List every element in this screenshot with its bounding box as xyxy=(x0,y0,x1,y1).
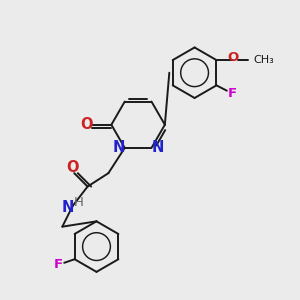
Text: O: O xyxy=(67,160,79,175)
Text: O: O xyxy=(80,117,93,132)
Text: F: F xyxy=(54,258,63,271)
Text: N: N xyxy=(112,140,125,155)
Text: CH₃: CH₃ xyxy=(254,55,274,65)
Text: O: O xyxy=(227,51,238,64)
Text: F: F xyxy=(227,87,236,100)
Text: N: N xyxy=(61,200,74,215)
Text: H: H xyxy=(74,196,84,209)
Text: N: N xyxy=(151,140,164,155)
